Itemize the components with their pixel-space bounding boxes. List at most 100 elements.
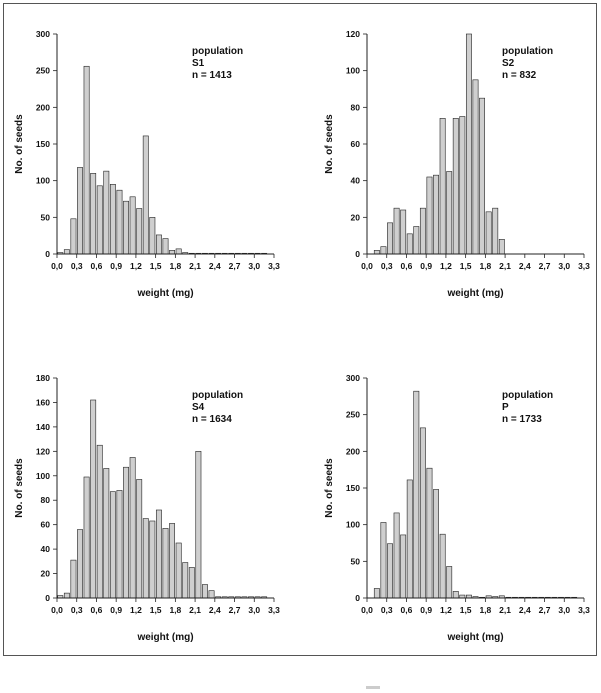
bar-s1-3 <box>77 167 83 255</box>
legend-line: S2 <box>502 58 515 69</box>
bar-s1-4 <box>83 65 90 255</box>
x-tick-label: 2,4 <box>519 261 531 271</box>
x-tick-label: 3,3 <box>268 261 280 271</box>
y-tick-label: 0 <box>45 249 50 259</box>
bar-p-9 <box>426 467 433 599</box>
y-tick-label: 50 <box>351 556 361 566</box>
x-axis-label: weight (mg) <box>136 632 193 643</box>
y-tick-label: 60 <box>41 520 51 530</box>
x-tick-label: 2,4 <box>519 605 531 615</box>
x-tick-label: 3,3 <box>578 605 590 615</box>
legend-line: P <box>502 402 509 413</box>
y-tick-label: 120 <box>36 446 50 456</box>
x-tick-label: 1,8 <box>479 261 491 271</box>
histogram-s4: 0 20 40 60 80 100 120 140 160 180 0,0 0,3 0,6 0,9 1,2 1… <box>14 373 280 643</box>
x-axis-label: weight (mg) <box>446 632 503 643</box>
bar-s1-5 <box>90 173 97 255</box>
legend-line: S4 <box>192 402 205 413</box>
x-tick-label: 1,2 <box>440 605 452 615</box>
page-mark <box>366 686 380 689</box>
x-tick-label: 0,3 <box>71 605 83 615</box>
x-tick-label: 3,3 <box>578 261 590 271</box>
y-tick-label: 100 <box>36 471 50 481</box>
bar-s2-3 <box>387 222 393 255</box>
bar-s4-14 <box>149 520 156 599</box>
bar-s2-4 <box>393 207 400 255</box>
bar-s4-15 <box>155 509 162 599</box>
histogram-s1: 0 50 100 150 200 250 300 0,0 0,3 0,6 0,9 1,2 1,5 1,8 2… <box>14 29 280 299</box>
y-tick-label: 40 <box>351 176 361 186</box>
x-tick-label: 1,5 <box>150 261 162 271</box>
bar-s1-16 <box>162 238 169 255</box>
bar-s4-23 <box>208 590 215 599</box>
bar-p-7 <box>413 390 420 599</box>
x-tick-label: 1,5 <box>460 605 472 615</box>
x-tick-label: 1,5 <box>460 261 472 271</box>
y-tick-label: 60 <box>351 139 361 149</box>
bar-p-1 <box>373 588 380 599</box>
x-tick-label: 2,7 <box>229 261 241 271</box>
bar-s2-11 <box>439 118 446 255</box>
bar-s4-10 <box>123 466 129 599</box>
bar-s1-6 <box>96 185 103 255</box>
bar-s4-16 <box>162 528 169 599</box>
y-tick-label: 40 <box>41 544 51 554</box>
y-tick-label: 250 <box>36 66 50 76</box>
x-tick-label: 1,2 <box>130 261 142 271</box>
y-tick-label: 160 <box>36 397 50 407</box>
bar-s2-16 <box>472 79 479 255</box>
y-tick-label: 300 <box>36 29 50 39</box>
x-tick-label: 0,3 <box>381 605 393 615</box>
x-tick-label: 1,2 <box>130 605 142 615</box>
x-tick-label: 3,0 <box>558 605 570 615</box>
bar-p-4 <box>393 512 400 599</box>
x-tick-label: 3,0 <box>558 261 570 271</box>
bar-s1-13 <box>142 135 149 255</box>
bar-s4-13 <box>142 518 149 599</box>
bar-s1-7 <box>103 170 110 255</box>
bar-s1-10 <box>123 200 129 255</box>
x-tick-label: 3,0 <box>248 261 260 271</box>
y-tick-label: 200 <box>346 446 360 456</box>
bar-s4-19 <box>182 562 189 599</box>
bar-s4-11 <box>129 457 136 599</box>
y-tick-label: 250 <box>346 410 360 420</box>
bar-s2-6 <box>406 233 413 255</box>
y-tick-label: 80 <box>41 495 51 505</box>
x-tick-label: 0,9 <box>420 261 432 271</box>
x-tick-label: 0,0 <box>361 261 373 271</box>
x-tick-label: 2,7 <box>539 261 551 271</box>
bar-s4-22 <box>202 584 208 599</box>
y-tick-label: 0 <box>45 593 50 603</box>
legend-title: population <box>502 390 553 401</box>
bar-s2-5 <box>400 209 407 255</box>
x-tick-label: 0,9 <box>110 605 122 615</box>
legend-line: n = 832 <box>502 70 537 81</box>
y-axis-label: No. of seeds <box>14 458 25 518</box>
bar-s2-10 <box>433 174 439 255</box>
bar-s1-1 <box>63 249 70 255</box>
y-tick-label: 180 <box>36 373 50 383</box>
x-tick-label: 1,8 <box>169 261 181 271</box>
bar-s1-11 <box>129 196 136 255</box>
legend-line: n = 1634 <box>192 414 232 425</box>
x-tick-label: 0,3 <box>71 261 83 271</box>
bar-p-13 <box>452 591 459 599</box>
x-axis-label: weight (mg) <box>136 288 193 299</box>
legend-line: S1 <box>192 58 205 69</box>
bar-s4-2 <box>70 559 77 599</box>
histogram-p: 0 50 100 150 200 250 300 0,0 0,3 0,6 0,9 1,2 1,5 1,8 2… <box>324 373 590 643</box>
y-tick-label: 80 <box>351 102 361 112</box>
x-tick-label: 1,2 <box>440 261 452 271</box>
bar-s1-2 <box>70 218 77 255</box>
x-tick-label: 1,8 <box>169 605 181 615</box>
x-tick-label: 0,0 <box>361 605 373 615</box>
y-tick-label: 100 <box>346 520 360 530</box>
bar-p-10 <box>433 489 439 599</box>
y-axis-label: No. of seeds <box>324 458 335 518</box>
bar-p-5 <box>400 534 407 599</box>
x-tick-label: 0,6 <box>91 261 103 271</box>
bar-s1-8 <box>109 184 116 255</box>
legend-line: n = 1413 <box>192 70 232 81</box>
bar-s4-5 <box>90 399 97 599</box>
